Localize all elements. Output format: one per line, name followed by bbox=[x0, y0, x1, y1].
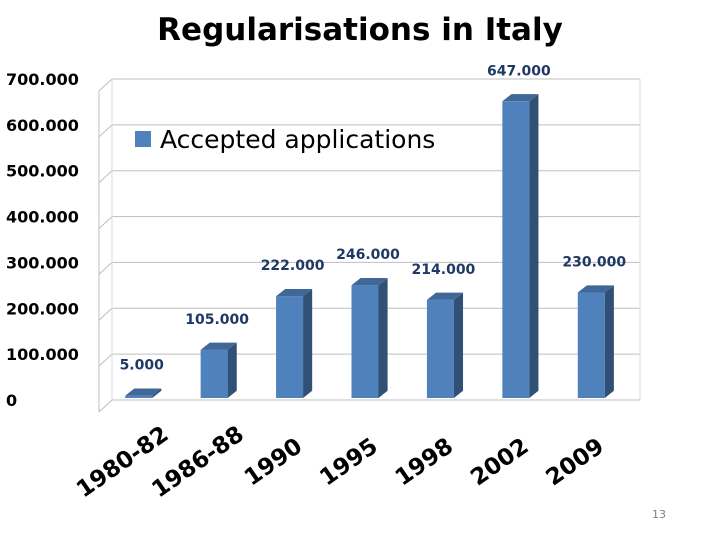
page-number: 13 bbox=[652, 508, 666, 521]
y-tick-label: 400.000 bbox=[6, 208, 79, 227]
y-tick-label: 700.000 bbox=[6, 70, 79, 89]
y-tick-label: 100.000 bbox=[6, 345, 79, 364]
bar bbox=[276, 288, 313, 398]
bar-side bbox=[378, 277, 388, 398]
x-tick-label: 2009 bbox=[542, 433, 609, 491]
bars bbox=[125, 94, 614, 399]
bar-side bbox=[227, 342, 237, 398]
bar-front bbox=[502, 101, 530, 398]
y-tick-label: 500.000 bbox=[6, 162, 79, 181]
bar bbox=[426, 292, 464, 398]
bar-side bbox=[453, 292, 464, 398]
data-label: 230.000 bbox=[562, 255, 626, 271]
bar-front bbox=[351, 285, 379, 398]
data-label: 246.000 bbox=[336, 247, 400, 263]
gridline bbox=[98, 399, 640, 413]
x-tick-label: 2002 bbox=[466, 433, 533, 491]
data-labels: 5.000 105.000 222.000 246.000 214.000 647.000… bbox=[120, 63, 627, 373]
legend: Accepted applications bbox=[135, 125, 435, 154]
bar bbox=[502, 94, 539, 399]
data-label: 222.000 bbox=[261, 258, 325, 274]
bar-side bbox=[152, 388, 162, 398]
y-tick-label: 600.000 bbox=[6, 116, 79, 135]
y-tick-label: 200.000 bbox=[6, 299, 79, 318]
bar-side bbox=[604, 285, 614, 398]
y-tick-label: 0 bbox=[6, 391, 17, 410]
bar-front bbox=[200, 349, 228, 398]
x-tick-label: 1990 bbox=[240, 433, 307, 491]
bar bbox=[125, 388, 162, 398]
y-axis-ticks: 0 100.000 200.000 300.000 400.000 500.000 600.… bbox=[6, 70, 79, 410]
bar-top bbox=[426, 292, 464, 300]
bar-front bbox=[276, 296, 304, 398]
gridline bbox=[98, 261, 640, 275]
legend-swatch bbox=[135, 131, 151, 147]
bar bbox=[351, 277, 388, 398]
bar-top bbox=[276, 288, 313, 297]
x-tick-label: 1998 bbox=[391, 433, 458, 491]
bar-top bbox=[577, 285, 614, 293]
bar-front bbox=[125, 395, 153, 398]
gridline bbox=[98, 78, 640, 92]
gridlines bbox=[98, 78, 641, 413]
gridline bbox=[98, 170, 640, 184]
bar-front bbox=[426, 299, 454, 398]
y-tick-label: 300.000 bbox=[6, 253, 79, 272]
data-label: 647.000 bbox=[487, 63, 551, 79]
bar bbox=[577, 285, 614, 398]
x-tick-label: 1995 bbox=[315, 433, 382, 491]
bar-top bbox=[502, 94, 539, 102]
data-label: 105.000 bbox=[185, 312, 249, 328]
data-label: 214.000 bbox=[412, 262, 476, 278]
bar-front bbox=[577, 292, 605, 398]
bar-side bbox=[303, 288, 313, 398]
legend-label: Accepted applications bbox=[160, 125, 435, 154]
bar-side bbox=[529, 94, 539, 399]
gridline bbox=[98, 216, 640, 229]
bar bbox=[200, 342, 237, 398]
bar-top bbox=[125, 388, 162, 396]
bar-top bbox=[351, 277, 388, 286]
data-label: 5.000 bbox=[120, 358, 165, 374]
bar-top bbox=[200, 342, 237, 350]
chart-title: Regularisations in Italy bbox=[157, 12, 563, 48]
